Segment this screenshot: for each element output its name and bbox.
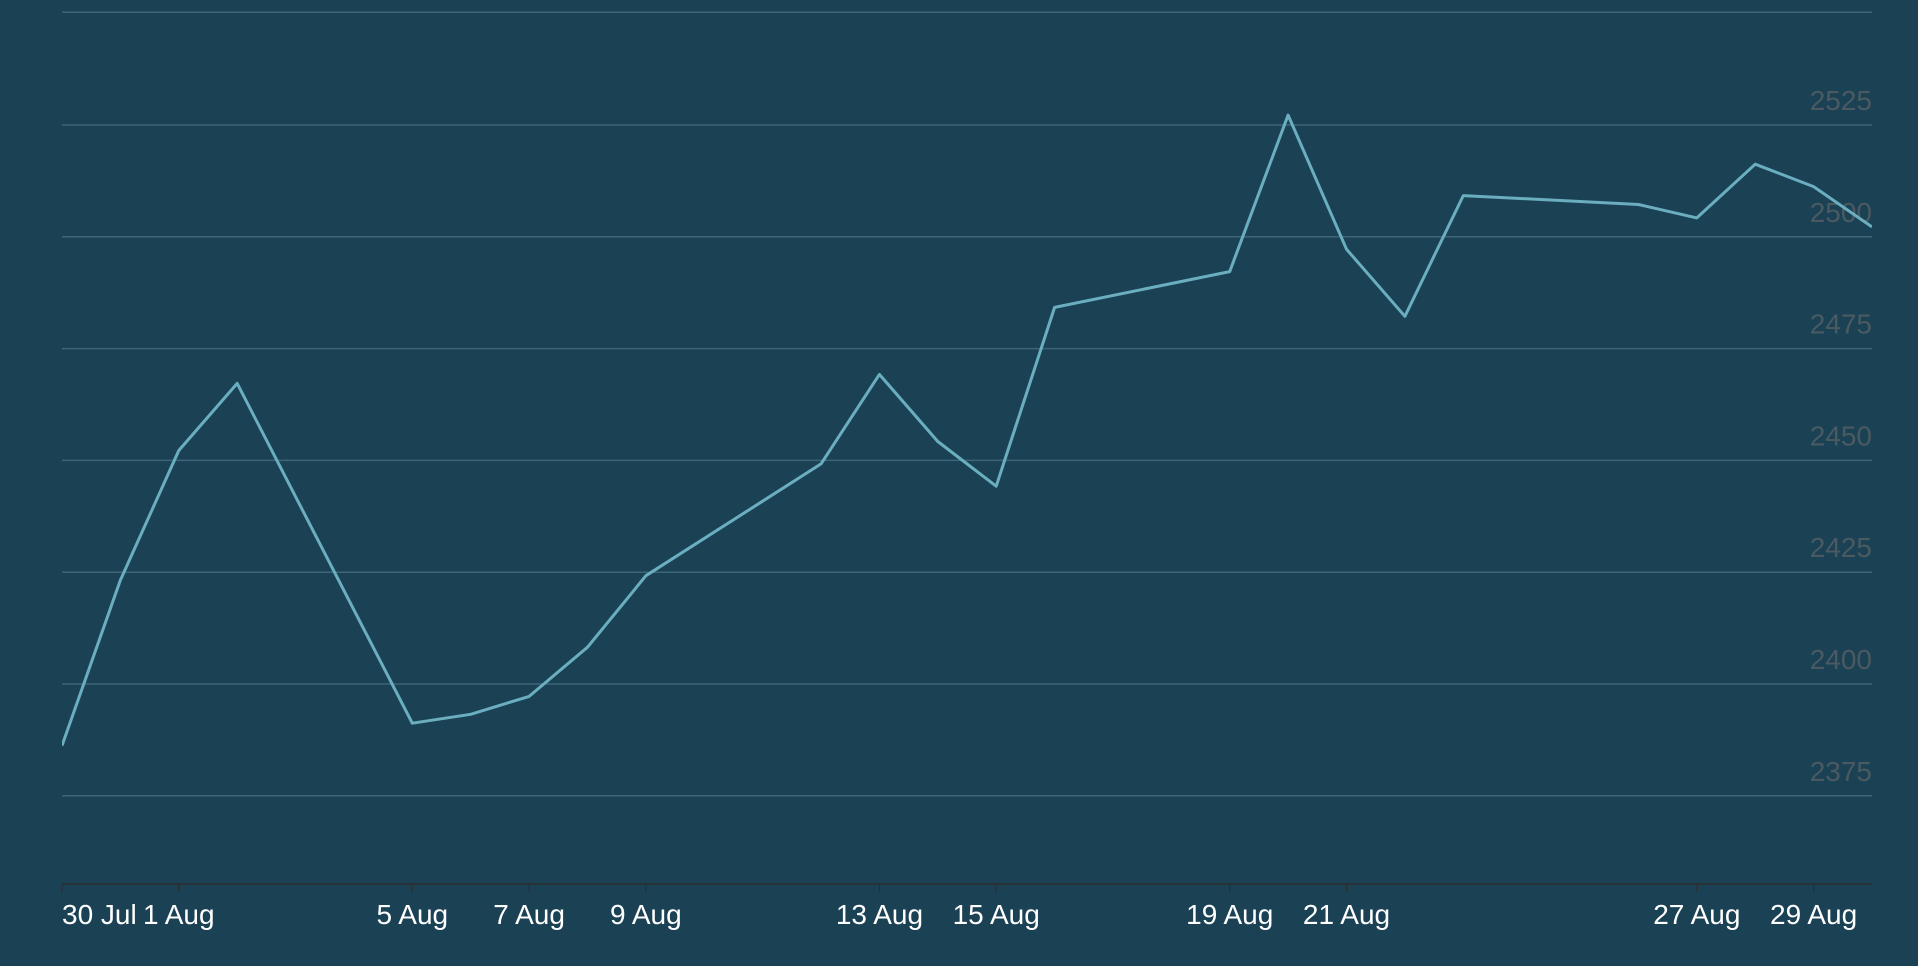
y-tick-label-2500: 2500 bbox=[1810, 197, 1872, 228]
series-layer bbox=[62, 113, 1872, 747]
x-tick-label-2024-07-30: 30 Jul bbox=[62, 899, 137, 930]
y-tick-label-2400: 2400 bbox=[1810, 644, 1872, 675]
x-tick-label-2024-08-29: 29 Aug bbox=[1770, 899, 1857, 930]
y-axis-labels: 2375 2400 2425 2450 2475 2500 2525 bbox=[1810, 85, 1872, 787]
y-tick-label-2450: 2450 bbox=[1810, 420, 1872, 451]
x-tick-label-2024-08-19: 19 Aug bbox=[1186, 899, 1273, 930]
x-axis bbox=[61, 883, 1872, 892]
x-tick-label-2024-08-09: 9 Aug bbox=[610, 899, 682, 930]
x-tick-label-2024-08-05: 5 Aug bbox=[377, 899, 449, 930]
x-tick-label-2024-08-21: 21 Aug bbox=[1303, 899, 1390, 930]
series-line-0 bbox=[62, 113, 1872, 747]
y-tick-label-2375: 2375 bbox=[1810, 756, 1872, 787]
y-tick-label-2425: 2425 bbox=[1810, 532, 1872, 563]
grid-lines bbox=[62, 11, 1872, 797]
y-tick-label-2525: 2525 bbox=[1810, 85, 1872, 116]
x-tick-label-2024-08-07: 7 Aug bbox=[493, 899, 565, 930]
x-tick-label-2024-08-01: 1 Aug bbox=[143, 899, 215, 930]
x-tick-label-2024-08-13: 13 Aug bbox=[836, 899, 923, 930]
x-tick-label-2024-08-27: 27 Aug bbox=[1653, 899, 1740, 930]
y-tick-label-2475: 2475 bbox=[1810, 309, 1872, 340]
x-tick-label-2024-08-15: 15 Aug bbox=[953, 899, 1040, 930]
x-axis-labels: 30 Jul 1 Aug 5 Aug 7 Aug 9 Aug 13 Aug 15 Aug 19… bbox=[62, 899, 1857, 930]
